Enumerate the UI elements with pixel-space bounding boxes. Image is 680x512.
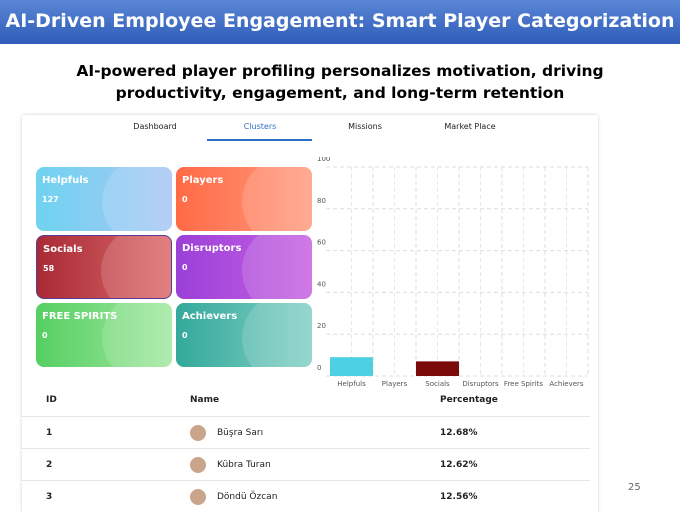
card-label: Helpfuls: [42, 175, 89, 186]
card-value: 0: [182, 331, 188, 340]
nav-tab[interactable]: Clusters: [243, 122, 277, 131]
table-percentage: 12.62%: [440, 460, 478, 470]
table-cell: Döndü Özcan: [217, 492, 278, 502]
table-cell: Büşra Sarı: [217, 428, 264, 438]
active-tab-indicator: [207, 139, 312, 141]
table-cell: Kübra Turan: [217, 460, 271, 470]
card-value: 0: [182, 195, 188, 204]
y-tick-label: 20: [317, 322, 326, 330]
y-tick-label: 0: [317, 364, 321, 372]
slide-title: AI-Driven Employee Engagement: Smart Pla…: [0, 0, 680, 44]
page-number: 25: [628, 482, 641, 493]
card-decoration: [242, 235, 312, 299]
table-header: ID: [46, 395, 57, 405]
x-tick-label: Achievers: [549, 380, 584, 388]
avatar: [190, 425, 206, 441]
card-label: FREE SPIRITS: [42, 311, 118, 322]
card-label: Achievers: [182, 311, 238, 322]
x-tick-label: Socials: [425, 380, 450, 388]
row-divider: [22, 416, 590, 417]
card-decoration: [102, 167, 172, 231]
slide-subtitle: AI-powered player profiling personalizes…: [76, 62, 604, 102]
bar: [416, 361, 459, 376]
card-decoration: [101, 236, 171, 298]
cluster-card[interactable]: Helpfuls 127: [36, 167, 172, 231]
y-tick-label: 80: [317, 197, 326, 205]
table-header: Name: [190, 395, 220, 405]
cluster-card[interactable]: Achievers 0: [176, 303, 312, 367]
table-percentage: 12.56%: [440, 492, 478, 502]
cluster-card[interactable]: Socials 58: [36, 235, 172, 299]
cluster-card[interactable]: FREE SPIRITS 0: [36, 303, 172, 367]
table-percentage: 12.68%: [440, 428, 478, 438]
bar: [330, 357, 373, 376]
dashboard-panel: 0 20 40 60 80 100 Helpfuls Players Socials Disrup…: [22, 115, 598, 512]
avatar: [190, 489, 206, 505]
card-decoration: [242, 167, 312, 231]
table-cell: 3: [46, 492, 53, 502]
cluster-card[interactable]: Disruptors 0: [176, 235, 312, 299]
table-cell: 1: [46, 428, 53, 438]
card-label: Players: [182, 175, 224, 186]
card-label: Disruptors: [182, 243, 242, 254]
card-label: Socials: [43, 244, 83, 255]
y-tick-label: 100: [317, 157, 330, 163]
card-value: 0: [42, 331, 48, 340]
nav-tab[interactable]: Dashboard: [133, 122, 177, 131]
nav-tab[interactable]: Market Place: [444, 122, 496, 131]
x-tick-label: Players: [382, 380, 408, 388]
card-decoration: [242, 303, 312, 367]
avatar: [190, 457, 206, 473]
bar-chart: 0 20 40 60 80 100 Helpfuls Players Socials Disrup…: [317, 157, 589, 388]
card-value: 0: [182, 263, 188, 272]
card-decoration: [102, 303, 172, 367]
x-tick-label: Helpfuls: [337, 380, 366, 388]
y-tick-label: 40: [317, 280, 326, 288]
table-cell: 2: [46, 460, 53, 470]
y-tick-label: 60: [317, 239, 326, 247]
row-divider: [22, 480, 590, 481]
x-tick-label: Free Spirits: [504, 380, 543, 388]
card-value: 58: [43, 264, 55, 273]
x-tick-label: Disruptors: [462, 380, 499, 388]
table-header: Percentage: [440, 395, 498, 405]
row-divider: [22, 448, 590, 449]
cluster-card[interactable]: Players 0: [176, 167, 312, 231]
card-value: 127: [42, 195, 59, 204]
nav-tab[interactable]: Missions: [348, 122, 382, 131]
